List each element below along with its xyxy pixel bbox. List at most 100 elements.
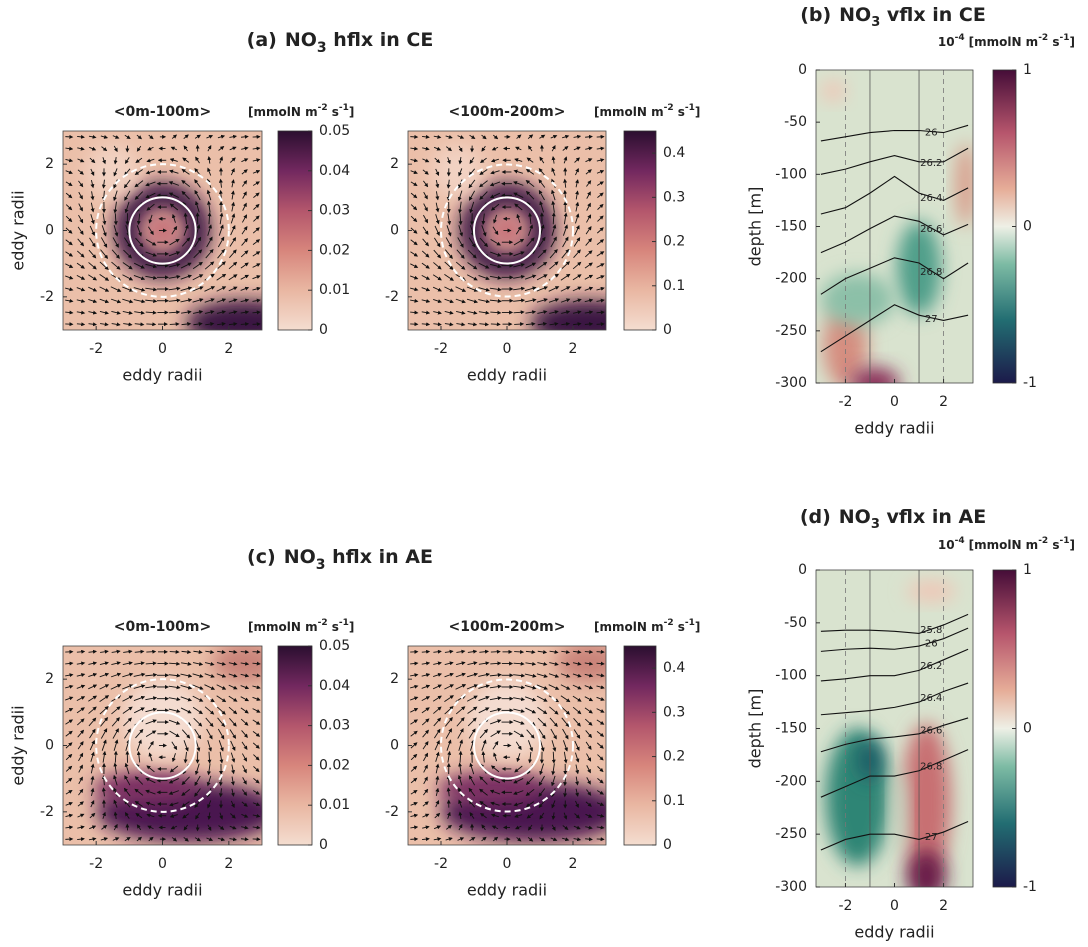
quiver-arrow (422, 729, 429, 738)
quiver-arrow (229, 825, 237, 830)
quiver-arrow (539, 134, 546, 139)
quiver-arrow (181, 310, 192, 315)
quiver-arrow (99, 298, 110, 304)
quiver-arrow (77, 741, 84, 750)
quiver-arrow (597, 754, 604, 761)
quiver-arrow (124, 775, 131, 786)
quiver-arrow (457, 728, 464, 739)
quiver-arrow (432, 684, 443, 690)
quiver-arrow (102, 750, 107, 763)
quiver-arrow (168, 697, 181, 702)
quiver-arrow (192, 261, 203, 270)
y-tick-label: -250 (775, 323, 807, 339)
quiver-arrow (146, 813, 155, 818)
quiver-arrow (573, 729, 581, 739)
field-shade (185, 300, 262, 330)
quiver-arrow (122, 684, 134, 690)
quiver-arrow (76, 310, 86, 315)
field-shade (212, 646, 262, 683)
colorbar-tick-label: -1 (1023, 375, 1037, 391)
quiver-arrow (148, 226, 154, 236)
quiver-arrow (493, 752, 498, 762)
quiver-arrow (99, 672, 110, 678)
quiver-arrow (527, 224, 534, 236)
quiver-arrow (468, 800, 476, 808)
colorbar-units: [mmolN m-2 s-1] (248, 618, 354, 634)
quiver-arrow (539, 740, 545, 752)
quiver-arrow (433, 673, 443, 677)
quiver-arrow (596, 719, 605, 725)
quiver-arrow (537, 261, 548, 270)
quiver-arrow (228, 649, 238, 654)
quiver-arrow (489, 275, 502, 280)
quiver-arrow (181, 729, 191, 739)
quiver-arrow (219, 212, 224, 225)
quiver-arrow (65, 263, 74, 268)
quiver-arrow (65, 708, 74, 713)
contour-label: 26 (925, 638, 938, 649)
quiver-arrow (432, 274, 442, 281)
x-axis-label: eddy radii (854, 923, 934, 942)
quiver-arrow (145, 310, 157, 315)
quiver-arrow (65, 181, 73, 186)
quiver-arrow (467, 649, 478, 654)
quiver-arrow (113, 739, 119, 751)
quiver-arrow (168, 790, 180, 795)
quiver-arrow (515, 741, 522, 751)
quiver-arrow (466, 274, 478, 281)
y-tick-label: 0 (798, 62, 807, 78)
y-tick-label: -200 (775, 271, 807, 287)
quiver-arrow (513, 730, 525, 738)
text-part: -2 (664, 103, 674, 113)
quiver-arrow (241, 801, 248, 807)
quiver-arrow (457, 237, 464, 248)
quiver-arrow (168, 778, 179, 784)
quiver-arrow (148, 740, 154, 750)
quiver-arrow (169, 814, 178, 818)
quiver-arrow (513, 263, 525, 268)
y-tick-label: -2 (385, 289, 399, 305)
quiver-arrow (586, 180, 592, 187)
quiver-arrow (432, 286, 443, 292)
quiver-arrow (90, 800, 95, 808)
y-tick-label: 0 (45, 738, 54, 754)
quiver-arrow (481, 225, 487, 237)
quiver-arrow (434, 225, 440, 236)
quiver-arrow (124, 190, 131, 201)
quiver-arrow (537, 310, 548, 315)
quiver-arrow (444, 310, 454, 315)
quiver-arrow (217, 236, 225, 248)
quiver-arrow (410, 263, 419, 268)
quiver-arrow (433, 310, 442, 315)
quiver-arrow (516, 837, 522, 842)
quiver-arrow (422, 741, 429, 750)
quiver-arrow (169, 158, 178, 162)
quiver-arrow (562, 236, 569, 248)
quiver-arrow (112, 837, 120, 841)
quiver-arrow (100, 237, 108, 248)
quiver-arrow (549, 650, 559, 654)
quiver-arrow (124, 762, 130, 775)
quiver-arrow (536, 684, 548, 690)
quiver-arrow (240, 649, 250, 654)
quiver-arrow (240, 685, 250, 690)
quiver-arrow (78, 788, 84, 796)
text-part: -1 (339, 103, 349, 113)
quiver-arrow (525, 168, 535, 175)
quiver-arrow (252, 673, 261, 678)
quiver-arrow (537, 249, 547, 259)
quiver-arrow (478, 661, 490, 666)
quiver-arrow (168, 685, 181, 690)
field (408, 646, 606, 845)
quiver-arrow (525, 180, 535, 188)
quiver-arrow (513, 708, 525, 713)
text-part: s (328, 105, 339, 119)
quiver-arrow (560, 261, 571, 270)
y-tick-label: -50 (784, 615, 807, 631)
quiver-arrow (181, 180, 191, 188)
quiver-arrow (134, 788, 144, 796)
quiver-arrow (490, 661, 502, 666)
quiver-arrow (76, 673, 86, 677)
eddy-circle (473, 196, 541, 265)
quiver-arrow (145, 777, 156, 784)
